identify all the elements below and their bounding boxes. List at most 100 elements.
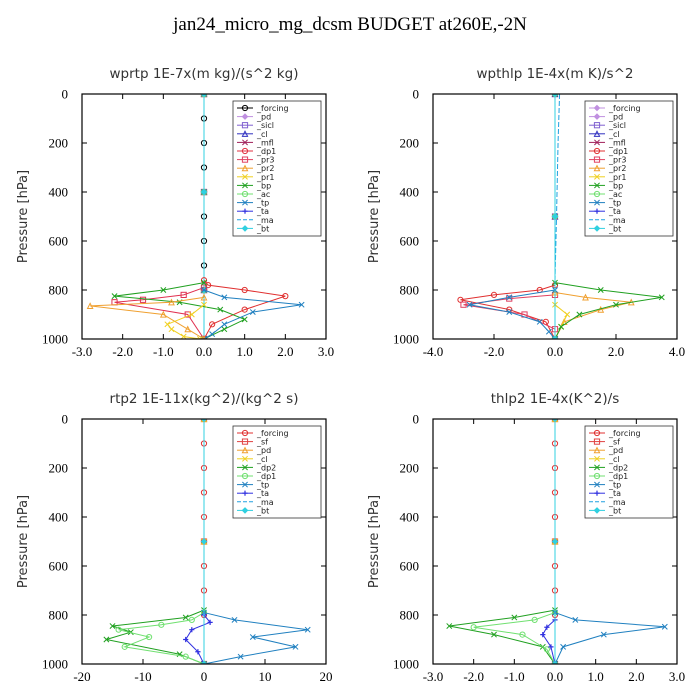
data-point-marker (183, 636, 189, 643)
y-tick-label: 0 (413, 87, 420, 102)
legend-label: _pd (256, 446, 271, 455)
data-point-marker (304, 626, 311, 633)
data-point-marker (121, 643, 128, 650)
data-point-marker (201, 661, 207, 664)
data-point-marker (540, 632, 546, 638)
data-point-marker (200, 538, 208, 545)
y-axis-label: Pressure [hPa] (367, 170, 382, 263)
y-tick-label: 400 (400, 510, 420, 525)
data-point-marker (159, 310, 167, 318)
legend-label: _bt (256, 224, 269, 233)
legend-label: _bp (256, 181, 271, 190)
x-tick-label: 4.0 (669, 344, 685, 359)
x-tick-label: 0.0 (547, 344, 563, 359)
data-point-marker (188, 311, 195, 318)
data-point-marker (241, 286, 248, 294)
data-point-marker (491, 631, 497, 638)
chart-panel-thlp2: thlp2 1E-4x(K^2)/s Pressure [hPa] 0 200 400 6… (367, 391, 685, 684)
data-point-marker (551, 335, 559, 339)
data-point-marker (511, 614, 518, 621)
x-tick-label: -1.0 (153, 344, 174, 359)
panel-title: wprtp 1E-7x(m kg)/(s^2 kg) (110, 66, 299, 82)
panel-title: rtp2 1E-11x(kg^2)/(kg^2 s) (110, 391, 299, 407)
x-tick-label: 3.0 (318, 344, 334, 359)
data-point-marker (196, 336, 203, 339)
x-tick-label: 20 (320, 669, 333, 684)
data-point-marker (139, 296, 147, 303)
x-tick-label: -3.0 (72, 344, 93, 359)
y-tick-label: 800 (49, 283, 69, 298)
data-point-marker (613, 301, 619, 308)
panel-title: wpthlp 1E-4x(m K)/s^2 (477, 66, 634, 82)
y-tick-label: 0 (62, 412, 69, 427)
legend-label: _cl (256, 455, 268, 464)
chart-panel-rtp2: rtp2 1E-11x(kg^2)/(kg^2 s) Pressure [hPa]… (16, 391, 333, 684)
legend-label: _pd (608, 446, 623, 455)
legend-label: _ta (256, 207, 269, 216)
data-point-marker (109, 623, 116, 629)
data-point-marker (158, 621, 165, 628)
data-point-marker (597, 287, 604, 293)
legend-label: _tp (608, 481, 621, 490)
page-title: jan24_micro_mg_dcsm BUDGET at260E,-2N (173, 14, 527, 35)
legend-label: _forcing (256, 104, 289, 113)
plot-frame (432, 93, 678, 340)
data-point-marker (200, 419, 208, 423)
plot-frame (81, 418, 327, 665)
series-line (118, 612, 205, 664)
data-point-marker (242, 182, 248, 189)
x-tick-label: 3.0 (669, 669, 685, 684)
x-tick-label: 2.0 (277, 344, 293, 359)
data-point-marker (560, 643, 567, 650)
data-point-marker (564, 311, 571, 318)
data-point-marker (241, 122, 249, 129)
data-point-marker (115, 626, 122, 633)
legend-label: _bp (608, 181, 623, 190)
data-point-marker (200, 94, 208, 98)
legend-label: _ta (608, 207, 621, 216)
legend-label: _ma (256, 216, 274, 225)
x-tick-label: 2.0 (628, 669, 644, 684)
data-point-marker (593, 438, 601, 445)
data-point-marker (593, 104, 601, 112)
data-point-marker (241, 113, 249, 120)
x-tick-label: -4.0 (423, 344, 444, 359)
y-axis-label: Pressure [hPa] (16, 495, 31, 588)
legend-label: _dp2 (256, 463, 276, 472)
legend: _forcing_sf_pd_cl_dp2_dp1_tp_ta_ma_bt (232, 425, 322, 519)
legend-label: _dp2 (608, 463, 628, 472)
legend-label: _forcing (256, 429, 289, 438)
data-point-marker (282, 293, 289, 300)
y-tick-label: 1000 (42, 657, 68, 672)
data-point-marker (593, 225, 601, 232)
legend-label: _sicl (256, 121, 274, 130)
data-point-marker (470, 624, 477, 631)
data-point-marker (201, 287, 207, 293)
legend-label: _bt (256, 506, 269, 515)
legend-label: _ta (608, 489, 621, 498)
y-tick-label: 800 (400, 608, 420, 623)
data-point-marker (551, 419, 559, 423)
legend-label: _pd (256, 113, 271, 122)
y-tick-label: 600 (49, 234, 69, 249)
legend-label: _tp (256, 199, 269, 208)
data-point-marker (594, 464, 600, 471)
legend-label: _pr1 (608, 173, 626, 182)
data-point-marker (552, 419, 558, 422)
data-point-marker (544, 624, 550, 630)
data-point-marker (168, 326, 175, 333)
data-point-marker (201, 94, 207, 97)
legend-label: _sicl (608, 121, 626, 130)
data-point-marker (207, 619, 213, 625)
data-point-marker (201, 419, 207, 422)
data-point-marker (594, 173, 600, 180)
data-point-marker (242, 199, 248, 206)
data-point-marker (594, 139, 600, 146)
data-point-marker (506, 295, 513, 302)
legend: _forcing_sf_pd_cl_dp2_dp1_tp_ta_ma_bt (584, 425, 674, 519)
legend-label: _pd (608, 113, 623, 122)
data-point-marker (593, 472, 601, 480)
data-point-marker (446, 623, 453, 629)
data-point-marker (551, 94, 559, 98)
x-tick-label: 0.0 (196, 344, 212, 359)
